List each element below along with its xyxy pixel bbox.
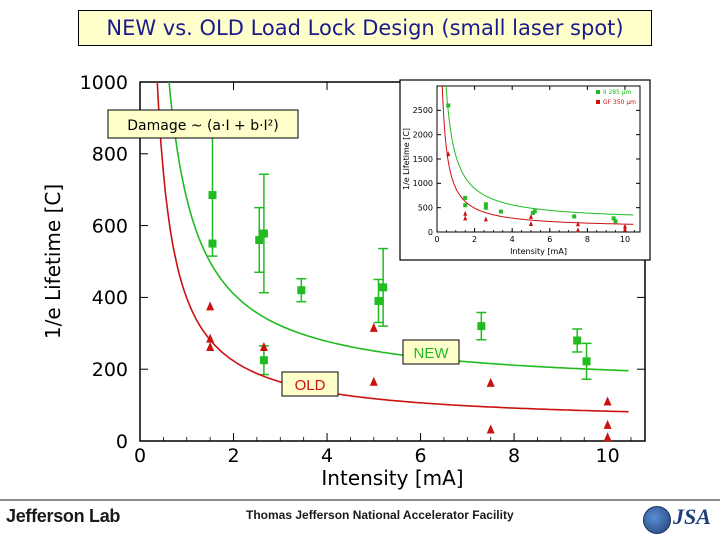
old-data-point <box>483 216 488 222</box>
new-fit-curve <box>445 86 634 216</box>
x-tick-label: 2 <box>227 445 239 467</box>
x-tick-label: 4 <box>321 445 333 467</box>
old-data-point <box>603 432 612 442</box>
new-data-point <box>297 286 306 295</box>
old-data-point <box>369 376 378 386</box>
inset-legend-marker <box>596 100 600 104</box>
old-data-point <box>622 223 627 229</box>
new-series-label: NEW <box>414 345 450 362</box>
y-tick-label: 0 <box>428 228 433 237</box>
footer-facility-name: Thomas Jefferson National Accelerator Fa… <box>246 508 514 522</box>
inset-legend-entry: II 285 μm <box>603 89 632 96</box>
new-data-point <box>374 296 383 305</box>
new-data-point <box>463 203 468 208</box>
y-tick-label: 200 <box>92 359 128 381</box>
y-tick-label: 1500 <box>413 155 433 164</box>
new-data-point <box>259 229 268 238</box>
old-data-point <box>575 221 580 227</box>
old-fit-curve <box>441 86 634 225</box>
x-tick-label: 0 <box>134 445 146 467</box>
damage-formula-bg <box>107 109 299 139</box>
old-data-point <box>603 419 612 429</box>
new-data-point <box>446 103 451 108</box>
footer-divider <box>0 499 720 501</box>
y-tick-label: 1000 <box>80 72 128 94</box>
old-data-point <box>206 333 215 343</box>
new-data-point <box>463 195 468 200</box>
new-data-point <box>582 357 591 366</box>
footer-org-logo: Jefferson Lab <box>6 506 121 526</box>
y-tick-label: 2000 <box>413 131 433 140</box>
x-tick-label: 6 <box>415 445 427 467</box>
new-data-point <box>483 205 488 210</box>
old-data-point <box>463 215 468 221</box>
y-tick-label: 500 <box>418 204 433 213</box>
new-data-point <box>259 356 268 365</box>
new-data-point <box>498 209 503 214</box>
new-data-point <box>611 216 616 221</box>
plot-frame <box>436 85 641 233</box>
damage-formula-box: Damage ~ (a·I + b·I²) <box>107 109 299 139</box>
old-label-box: OLD <box>281 371 339 397</box>
y-tick-label: 400 <box>92 287 128 309</box>
x-tick-label: 10 <box>620 235 630 244</box>
old-data-point <box>259 341 268 351</box>
inset-legend-marker <box>596 90 600 94</box>
new-data-point <box>379 283 388 292</box>
y-axis-label: 1/e Lifetime [C] <box>41 184 65 339</box>
new-data-point <box>573 336 582 345</box>
y-axis-label: 1/e Lifetime [C] <box>402 128 411 190</box>
new-label-box: NEW <box>402 339 460 365</box>
new-data-point <box>477 322 486 331</box>
new-label-bg <box>402 339 460 365</box>
new-fit-curve <box>168 82 629 372</box>
old-fit-curve <box>156 82 629 413</box>
new-data-point <box>208 239 217 248</box>
old-data-point <box>622 226 627 232</box>
y-tick-label: 800 <box>92 144 128 166</box>
damage-formula: Damage ~ (a·I + b·I²) <box>127 118 279 134</box>
old-data-point <box>575 227 580 233</box>
x-tick-label: 8 <box>508 445 520 467</box>
doe-seal-icon <box>643 506 671 534</box>
old-data-point <box>446 151 451 157</box>
old-label-bg <box>281 371 339 397</box>
y-tick-label: 600 <box>92 215 128 237</box>
jsa-logo: JSA <box>673 504 711 529</box>
x-axis-label: Intensity [mA] <box>510 247 567 256</box>
x-tick-label: 2 <box>472 235 477 244</box>
slide-title: NEW vs. OLD Load Lock Design (small lase… <box>78 10 652 46</box>
old-data-point <box>463 210 468 216</box>
new-data-point <box>532 209 537 214</box>
inset-legend: II 285 μm GF 350 μm <box>596 89 636 106</box>
new-data-point <box>483 202 488 207</box>
new-data-point <box>255 235 264 244</box>
inset-plot: 0 2 4 6 8 10 0 500 1000 1500 2000 2500 Intensity [mA… <box>399 79 651 261</box>
old-series-label: OLD <box>295 377 326 394</box>
inset-legend-entry: GF 350 μm <box>603 99 636 106</box>
old-data-point <box>528 220 533 226</box>
new-data-point <box>613 219 618 224</box>
y-tick-label: 2500 <box>413 106 433 115</box>
new-data-point <box>208 191 217 200</box>
old-data-point <box>206 341 215 351</box>
old-data-point <box>206 301 215 311</box>
y-tick-label: 1000 <box>413 179 433 188</box>
x-tick-label: 4 <box>510 235 515 244</box>
old-data-point <box>369 322 378 332</box>
x-tick-label: 6 <box>547 235 552 244</box>
x-axis-label: Intensity [mA] <box>321 466 463 490</box>
x-tick-label: 8 <box>585 235 590 244</box>
y-tick-label: 0 <box>116 431 128 453</box>
x-tick-label: 0 <box>434 235 439 244</box>
x-tick-label: 10 <box>595 445 619 467</box>
old-data-point <box>528 213 533 219</box>
old-data-point <box>486 377 495 387</box>
new-data-point <box>572 214 577 219</box>
old-data-point <box>603 396 612 406</box>
old-data-point <box>486 424 495 434</box>
